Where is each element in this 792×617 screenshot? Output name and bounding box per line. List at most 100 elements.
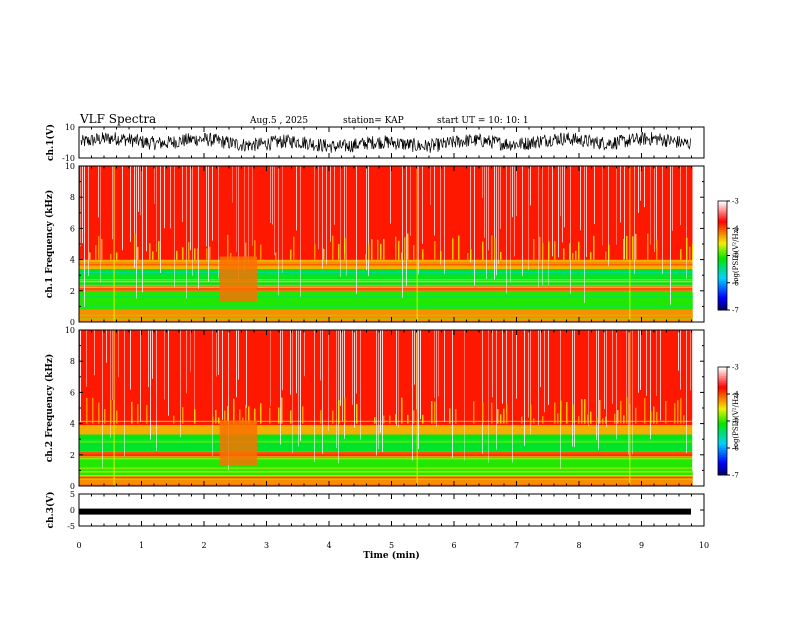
colorbar-tick-label: -6 xyxy=(732,445,739,453)
spectrogram-spike xyxy=(632,236,634,260)
spectrogram-streak xyxy=(596,330,597,440)
spectrogram-streak xyxy=(612,330,613,404)
spectrogram-streak xyxy=(154,166,155,204)
spectrogram-streak xyxy=(130,330,131,390)
spectrogram-spike xyxy=(281,397,283,424)
spectrogram-streak xyxy=(574,330,575,448)
spectrogram-spike xyxy=(635,233,637,260)
spectrogram-streak xyxy=(418,330,419,450)
spectrogram-streak xyxy=(314,166,315,245)
spectrogram-spike xyxy=(206,248,208,260)
colorbar-segment xyxy=(718,458,727,462)
spectrogram-spike xyxy=(338,400,340,424)
spectrogram-streak xyxy=(558,166,559,258)
spectrogram-spike xyxy=(521,416,523,424)
x-tick-label: 7 xyxy=(514,541,519,550)
spectrogram-spike xyxy=(230,252,232,260)
y-tick-label: 6 xyxy=(70,224,75,233)
spectrogram-streak xyxy=(142,166,143,293)
spectrogram-streak xyxy=(164,330,165,400)
colorbar-segment xyxy=(718,455,727,458)
spectrogram-spike xyxy=(110,399,112,424)
colorbar-segment xyxy=(718,417,727,420)
colorbar-segment xyxy=(718,277,727,280)
spectrogram-streak xyxy=(112,330,113,401)
spectrogram-streak xyxy=(656,166,657,249)
spectrogram-spike xyxy=(158,240,160,260)
spectrogram-band xyxy=(79,290,693,310)
spectrogram-streak xyxy=(608,166,609,266)
spectrogram-streak xyxy=(222,330,223,420)
spectrogram-streak xyxy=(98,166,99,218)
ch1-colorbar: -3 -4 -5 -6 -7 log(PSD)(V²/Hz) xyxy=(717,198,740,315)
spectrogram-sferic xyxy=(416,330,418,486)
spectrogram-spike xyxy=(500,414,502,424)
spectrogram-streak xyxy=(488,330,489,463)
spectrogram-streak xyxy=(654,166,655,252)
spectrogram-band xyxy=(79,451,693,457)
y-tick-label: 0 xyxy=(70,318,75,327)
spectrogram-spike xyxy=(188,242,190,260)
colorbar-segment xyxy=(718,201,727,204)
spectrogram-spike xyxy=(260,403,262,424)
colorbar-segment xyxy=(718,308,727,311)
spectrogram-sferic xyxy=(113,166,115,322)
spectrogram-spike xyxy=(371,239,373,260)
spectrogram-spike xyxy=(104,409,106,424)
spectrogram-streak xyxy=(430,166,431,206)
spectrogram-line xyxy=(79,441,693,443)
spectrogram-streak xyxy=(598,330,599,450)
spectrogram-line xyxy=(79,456,693,458)
spectrogram-spike xyxy=(218,417,220,424)
spectrogram-streak xyxy=(118,330,119,378)
spectrogram-spike xyxy=(101,239,103,260)
colorbar-segment xyxy=(718,435,727,438)
spectrogram-streak xyxy=(318,166,319,250)
spectrogram-streak xyxy=(124,330,125,457)
colorbar-segment xyxy=(718,394,727,397)
spectrogram-streak xyxy=(628,330,629,455)
spectrogram-spike xyxy=(617,410,619,424)
spectrogram-band xyxy=(79,286,693,291)
colorbar-segment xyxy=(718,376,727,379)
spectrogram-spike xyxy=(449,408,451,424)
spectrogram-line xyxy=(79,471,693,473)
colorbar-segment xyxy=(718,295,727,298)
colorbar-segment xyxy=(718,208,727,211)
ch3-waveform-line xyxy=(79,508,691,515)
spectrogram-spike xyxy=(623,238,625,260)
colorbar-segment xyxy=(718,302,727,306)
colorbar-segment xyxy=(718,408,727,411)
colorbar-segment xyxy=(718,421,727,424)
x-tick-label: 9 xyxy=(639,541,644,550)
spectrogram-streak xyxy=(580,166,581,231)
spectrogram-streak xyxy=(692,166,693,293)
spectrogram-streak xyxy=(510,166,511,283)
spectrogram-spike xyxy=(110,253,112,260)
x-axis-label: Time (min) xyxy=(363,550,420,561)
spectrogram-streak xyxy=(452,330,453,458)
spectrogram-spike xyxy=(197,248,199,260)
spectrogram-spike xyxy=(260,244,262,260)
spectrogram-streak xyxy=(422,166,423,244)
spectrogram-spike xyxy=(239,409,241,424)
spectrogram-line xyxy=(79,469,693,471)
spectrogram-streak xyxy=(626,330,627,416)
y-tick-label: 0 xyxy=(70,506,75,515)
spectrogram-streak xyxy=(678,330,679,371)
colorbar-segment xyxy=(718,246,727,249)
spectrogram-spike xyxy=(194,409,196,424)
spectrogram-spike xyxy=(614,413,616,424)
colorbar-tick-label: -4 xyxy=(732,225,739,233)
x-tick-label: 4 xyxy=(326,541,331,550)
colorbar-segment xyxy=(718,240,727,244)
spectrogram-streak xyxy=(378,330,379,449)
spectrogram-streak xyxy=(634,166,635,274)
colorbar-segment xyxy=(718,271,727,275)
spectrogram-streak xyxy=(136,166,137,299)
colorbar-segment xyxy=(718,392,727,395)
spectrogram-streak xyxy=(174,166,175,287)
spectrogram-line xyxy=(79,264,693,266)
spectrogram-streak xyxy=(672,166,673,231)
spectrogram-streak xyxy=(326,166,327,265)
